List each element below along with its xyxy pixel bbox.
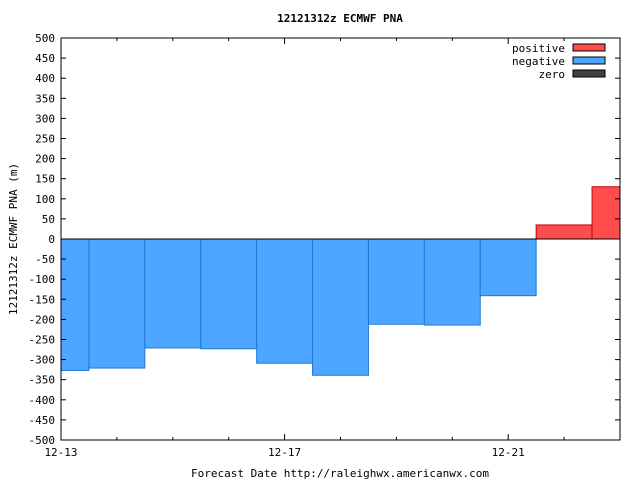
positive-bar — [591, 186, 621, 240]
negative-bar — [144, 238, 202, 349]
legend-label: positive — [512, 42, 565, 55]
x-tick-label: 12-21 — [492, 446, 525, 459]
y-tick-label: 300 — [35, 112, 55, 125]
y-tick-label: 100 — [35, 193, 55, 206]
y-tick-label: 50 — [42, 213, 55, 226]
legend-label: zero — [539, 68, 566, 81]
legend-swatch — [572, 43, 606, 52]
y-tick-label: -500 — [29, 434, 56, 447]
y-tick-label: -250 — [29, 334, 56, 347]
x-tick-label: 12-17 — [268, 446, 301, 459]
y-tick-label: 350 — [35, 92, 55, 105]
negative-bar — [60, 238, 90, 371]
y-tick-label: -200 — [29, 313, 56, 326]
positive-bar — [535, 224, 593, 240]
chart-title: 12121312z ECMWF PNA — [277, 12, 403, 25]
y-tick-label: -400 — [29, 394, 56, 407]
y-tick-label: 400 — [35, 72, 55, 85]
y-tick-label: 150 — [35, 173, 55, 186]
negative-bar — [479, 238, 537, 297]
y-tick-label: 500 — [35, 32, 55, 45]
y-tick-label: 0 — [48, 233, 55, 246]
y-tick-label: 250 — [35, 133, 55, 146]
x-axis-label: Forecast Date http://raleighwx.americanw… — [191, 467, 489, 480]
legend-label: negative — [512, 55, 565, 68]
x-tick-label: 12-13 — [44, 446, 77, 459]
y-tick-label: -50 — [35, 253, 55, 266]
negative-bar — [367, 238, 425, 325]
negative-bar — [256, 238, 314, 364]
y-tick-label: -150 — [29, 293, 56, 306]
negative-bar — [312, 238, 369, 376]
y-tick-label: 200 — [35, 153, 55, 166]
bars-layer — [60, 186, 621, 376]
negative-bar — [200, 238, 258, 350]
y-tick-label: 450 — [35, 52, 55, 65]
legend-swatch — [572, 69, 606, 78]
y-tick-label: -100 — [29, 273, 56, 286]
x-axis-ticks: 12-13 12-17 12-21 — [44, 38, 621, 459]
legend-swatch — [572, 56, 606, 65]
y-tick-label: -350 — [29, 374, 56, 387]
y-axis-label: 12121312z ECMWF PNA (m) — [7, 163, 20, 315]
y-axis-ticks: 500450400350300250200150100500-50-100-15… — [29, 32, 620, 447]
y-tick-label: -450 — [29, 414, 56, 427]
negative-bar — [423, 238, 481, 326]
negative-bar — [88, 238, 146, 369]
y-tick-label: -300 — [29, 354, 56, 367]
